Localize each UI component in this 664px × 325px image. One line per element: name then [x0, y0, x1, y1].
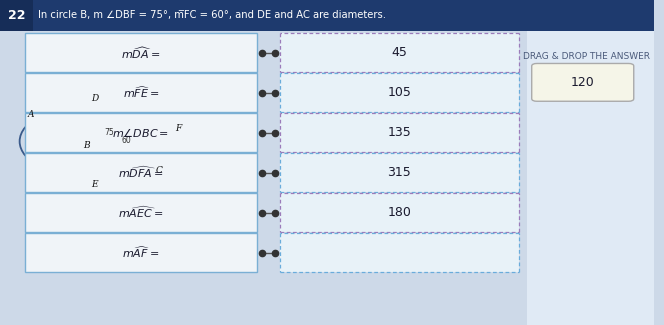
Text: 22: 22	[7, 9, 25, 22]
Text: $m\widehat{DA}=$: $m\widehat{DA}=$	[122, 45, 161, 60]
FancyBboxPatch shape	[532, 63, 633, 101]
Text: F: F	[175, 124, 182, 134]
Text: 120: 120	[571, 76, 594, 89]
Bar	[25, 113, 257, 152]
Bar	[280, 233, 519, 272]
Text: 135: 135	[387, 126, 411, 139]
Bar	[25, 153, 257, 192]
Text: E: E	[92, 180, 98, 189]
Bar	[25, 33, 257, 72]
Text: $m\widehat{FE}=$: $m\widehat{FE}=$	[123, 85, 159, 100]
Text: $m\widehat{AEC}=$: $m\widehat{AEC}=$	[118, 205, 164, 220]
Text: $m\widehat{DFA}=$: $m\widehat{DFA}=$	[118, 165, 164, 180]
Bar	[0, 0, 33, 31]
Text: 60: 60	[122, 136, 131, 145]
Bar	[280, 33, 519, 72]
Bar	[25, 233, 257, 272]
Text: C: C	[155, 166, 163, 175]
Text: D: D	[91, 94, 98, 103]
Text: B: B	[83, 141, 90, 150]
Text: 75: 75	[104, 128, 114, 137]
Text: A: A	[27, 111, 34, 120]
Text: In circle B, m ∠DBF = 75°, m̅FC = 60°, and DE and AC are diameters.: In circle B, m ∠DBF = 75°, m̅FC = 60°, a…	[38, 10, 386, 20]
Text: 45: 45	[391, 46, 407, 59]
Bar	[280, 193, 519, 232]
Text: 105: 105	[387, 86, 411, 99]
Text: 180: 180	[387, 206, 411, 219]
Bar	[280, 113, 519, 152]
Text: DRAG & DROP THE ANSWER: DRAG & DROP THE ANSWER	[523, 52, 649, 61]
Text: $m\angle DBC=$: $m\angle DBC=$	[112, 126, 169, 139]
Bar	[280, 153, 519, 192]
Bar	[0, 0, 654, 31]
Bar	[25, 193, 257, 232]
Text: $m\widehat{AF}=$: $m\widehat{AF}=$	[122, 245, 159, 260]
Bar	[527, 0, 654, 325]
Bar	[280, 73, 519, 112]
Text: 315: 315	[387, 166, 411, 179]
Bar	[25, 73, 257, 112]
